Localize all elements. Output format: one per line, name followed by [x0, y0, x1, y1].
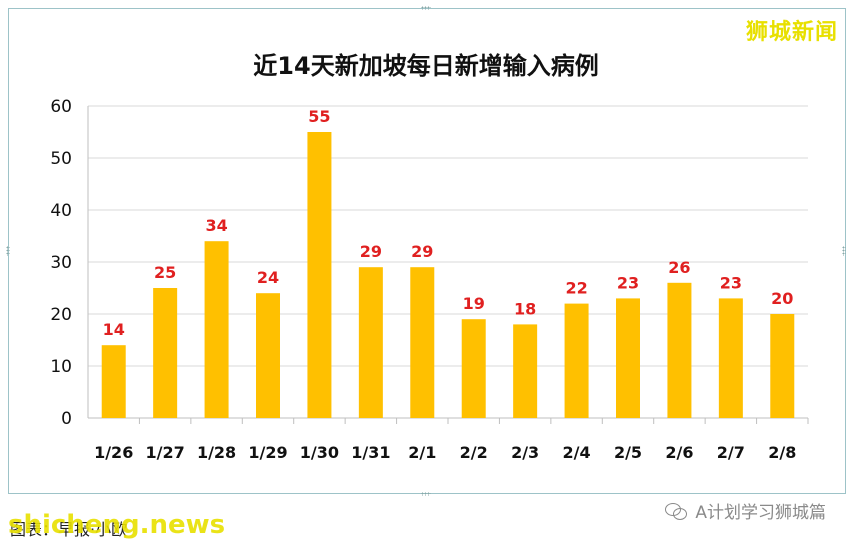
data-label: 23	[720, 273, 742, 292]
site-watermark: shicheng.news	[8, 510, 226, 540]
bar	[358, 267, 383, 418]
x-tick-label: 1/31	[351, 443, 390, 462]
x-tick-label: 2/5	[614, 443, 642, 462]
y-tick-label: 60	[50, 97, 72, 117]
data-label: 14	[103, 320, 125, 339]
data-label: 22	[565, 279, 587, 298]
bar	[770, 314, 795, 418]
x-tick-label: 1/30	[300, 443, 339, 462]
x-tick-label: 2/3	[511, 443, 539, 462]
data-label: 20	[771, 289, 793, 308]
resize-handle-left[interactable]	[6, 246, 10, 256]
data-label: 24	[257, 268, 279, 287]
bar	[204, 241, 229, 418]
resize-handle-bottom[interactable]	[421, 492, 431, 496]
x-tick-label: 2/1	[408, 443, 436, 462]
wechat-account-name: A计划学习狮城篇	[695, 503, 826, 523]
data-label: 25	[154, 263, 176, 282]
bar	[616, 298, 640, 418]
bar	[256, 293, 280, 418]
y-tick-label: 20	[50, 305, 72, 325]
data-label: 19	[463, 294, 485, 313]
x-tick-label: 1/29	[248, 443, 287, 462]
bar	[153, 288, 178, 418]
x-tick-label: 1/28	[197, 443, 236, 462]
bar	[667, 282, 692, 418]
bar	[513, 324, 538, 418]
resize-handle-right[interactable]	[842, 246, 846, 256]
data-label: 29	[411, 242, 433, 261]
y-tick-label: 0	[61, 409, 72, 429]
data-label: 18	[514, 299, 536, 318]
x-tick-label: 2/6	[665, 443, 693, 462]
data-label: 26	[668, 258, 690, 277]
x-tick-label: 1/26	[94, 443, 133, 462]
wechat-icon	[665, 501, 689, 521]
bar	[101, 345, 126, 418]
y-tick-label: 40	[50, 201, 72, 221]
data-label: 55	[308, 107, 330, 126]
x-tick-label: 2/8	[768, 443, 796, 462]
x-tick-label: 2/7	[717, 443, 745, 462]
bar	[718, 298, 743, 418]
bar	[461, 319, 486, 418]
x-tick-label: 1/27	[146, 443, 185, 462]
y-tick-label: 30	[50, 253, 72, 273]
source-caption: 图表：早报·小欧	[10, 520, 128, 539]
bar	[410, 267, 435, 418]
x-tick-label: 2/2	[460, 443, 488, 462]
brand-logo-text: 狮城新闻	[745, 20, 838, 45]
wechat-account: A计划学习狮城篇	[665, 498, 826, 523]
bar	[564, 303, 589, 418]
bar	[307, 132, 332, 418]
chart-title: 近14天新加坡每日新增输入病例	[253, 52, 599, 80]
data-label: 23	[617, 273, 639, 292]
data-label: 29	[360, 242, 382, 261]
y-tick-label: 10	[50, 357, 72, 377]
resize-handle-top[interactable]	[421, 6, 431, 10]
x-tick-label: 2/4	[563, 443, 591, 462]
data-label: 34	[205, 216, 227, 235]
y-tick-label: 50	[50, 149, 72, 169]
